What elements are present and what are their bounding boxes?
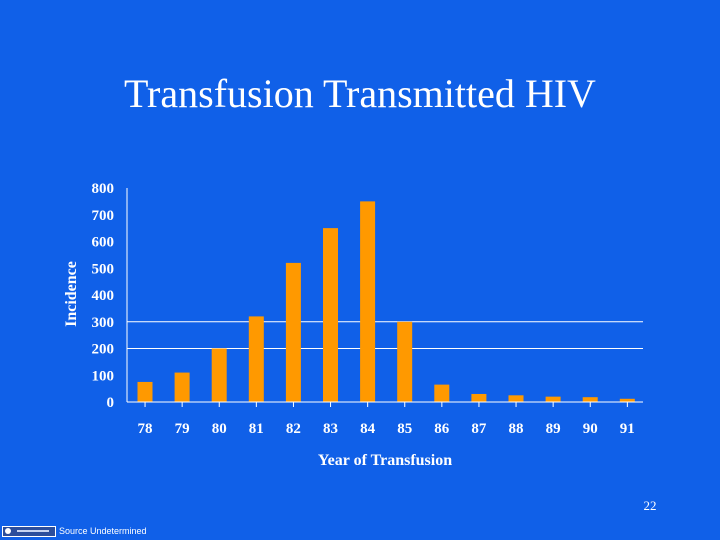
bar-87 bbox=[471, 393, 487, 402]
logo-icon bbox=[2, 525, 56, 537]
x-tick-label-85: 85 bbox=[397, 421, 412, 437]
x-tick-labels: 78 79 80 81 82 83 84 85 86 87 88 89 90 91 bbox=[138, 421, 635, 437]
y-tick-label: 100 bbox=[92, 368, 115, 384]
bar-81 bbox=[248, 316, 264, 402]
y-tick-label: 400 bbox=[92, 288, 115, 304]
bars bbox=[137, 201, 635, 402]
bar-78 bbox=[137, 381, 153, 402]
bar-85 bbox=[397, 321, 413, 402]
bar-82 bbox=[285, 262, 301, 402]
y-tick-label: 200 bbox=[92, 342, 115, 358]
x-tick-label-81: 81 bbox=[249, 421, 264, 437]
x-tick-label-90: 90 bbox=[583, 421, 598, 437]
y-tick-label: 600 bbox=[92, 235, 115, 251]
x-tick-label-87: 87 bbox=[471, 421, 487, 437]
axes bbox=[126, 188, 643, 407]
bar-80 bbox=[211, 348, 227, 402]
x-tick-label-83: 83 bbox=[323, 421, 338, 437]
bar-83 bbox=[323, 228, 338, 402]
bar-89 bbox=[545, 396, 561, 402]
bar-84 bbox=[360, 201, 376, 402]
x-tick-label-84: 84 bbox=[360, 421, 376, 437]
bar-91 bbox=[619, 398, 635, 402]
x-tick-label-88: 88 bbox=[509, 421, 524, 437]
bar-88 bbox=[508, 395, 524, 402]
y-tick-label: 300 bbox=[92, 315, 115, 331]
x-tick-label-79: 79 bbox=[175, 421, 190, 437]
slide-title: Transfusion Transmitted HIV bbox=[124, 71, 596, 116]
x-tick-label-86: 86 bbox=[434, 421, 450, 437]
y-tick-label: 700 bbox=[92, 208, 115, 224]
x-axis-title: Year of Transfusion bbox=[318, 452, 452, 469]
x-tick-label-78: 78 bbox=[138, 421, 153, 437]
bar-79 bbox=[174, 372, 190, 402]
y-tick-label: 500 bbox=[92, 261, 115, 277]
x-tick-label-89: 89 bbox=[546, 421, 561, 437]
bar-86 bbox=[434, 384, 450, 402]
y-tick-label: 800 bbox=[92, 181, 115, 197]
x-tick-label-82: 82 bbox=[286, 421, 301, 437]
source-note: Source Undetermined bbox=[59, 526, 147, 536]
y-axis-title: Incidence bbox=[63, 261, 80, 327]
gridlines bbox=[127, 321, 643, 349]
y-tick-label: 0 bbox=[107, 395, 115, 411]
x-tick-label-91: 91 bbox=[620, 421, 635, 437]
page-number: 22 bbox=[643, 498, 657, 513]
bar-90 bbox=[582, 397, 598, 402]
footer: Source Undetermined bbox=[0, 525, 147, 537]
x-tick-label-80: 80 bbox=[212, 421, 227, 437]
y-tick-labels: 0 100 200 300 400 500 600 700 800 bbox=[92, 181, 115, 411]
